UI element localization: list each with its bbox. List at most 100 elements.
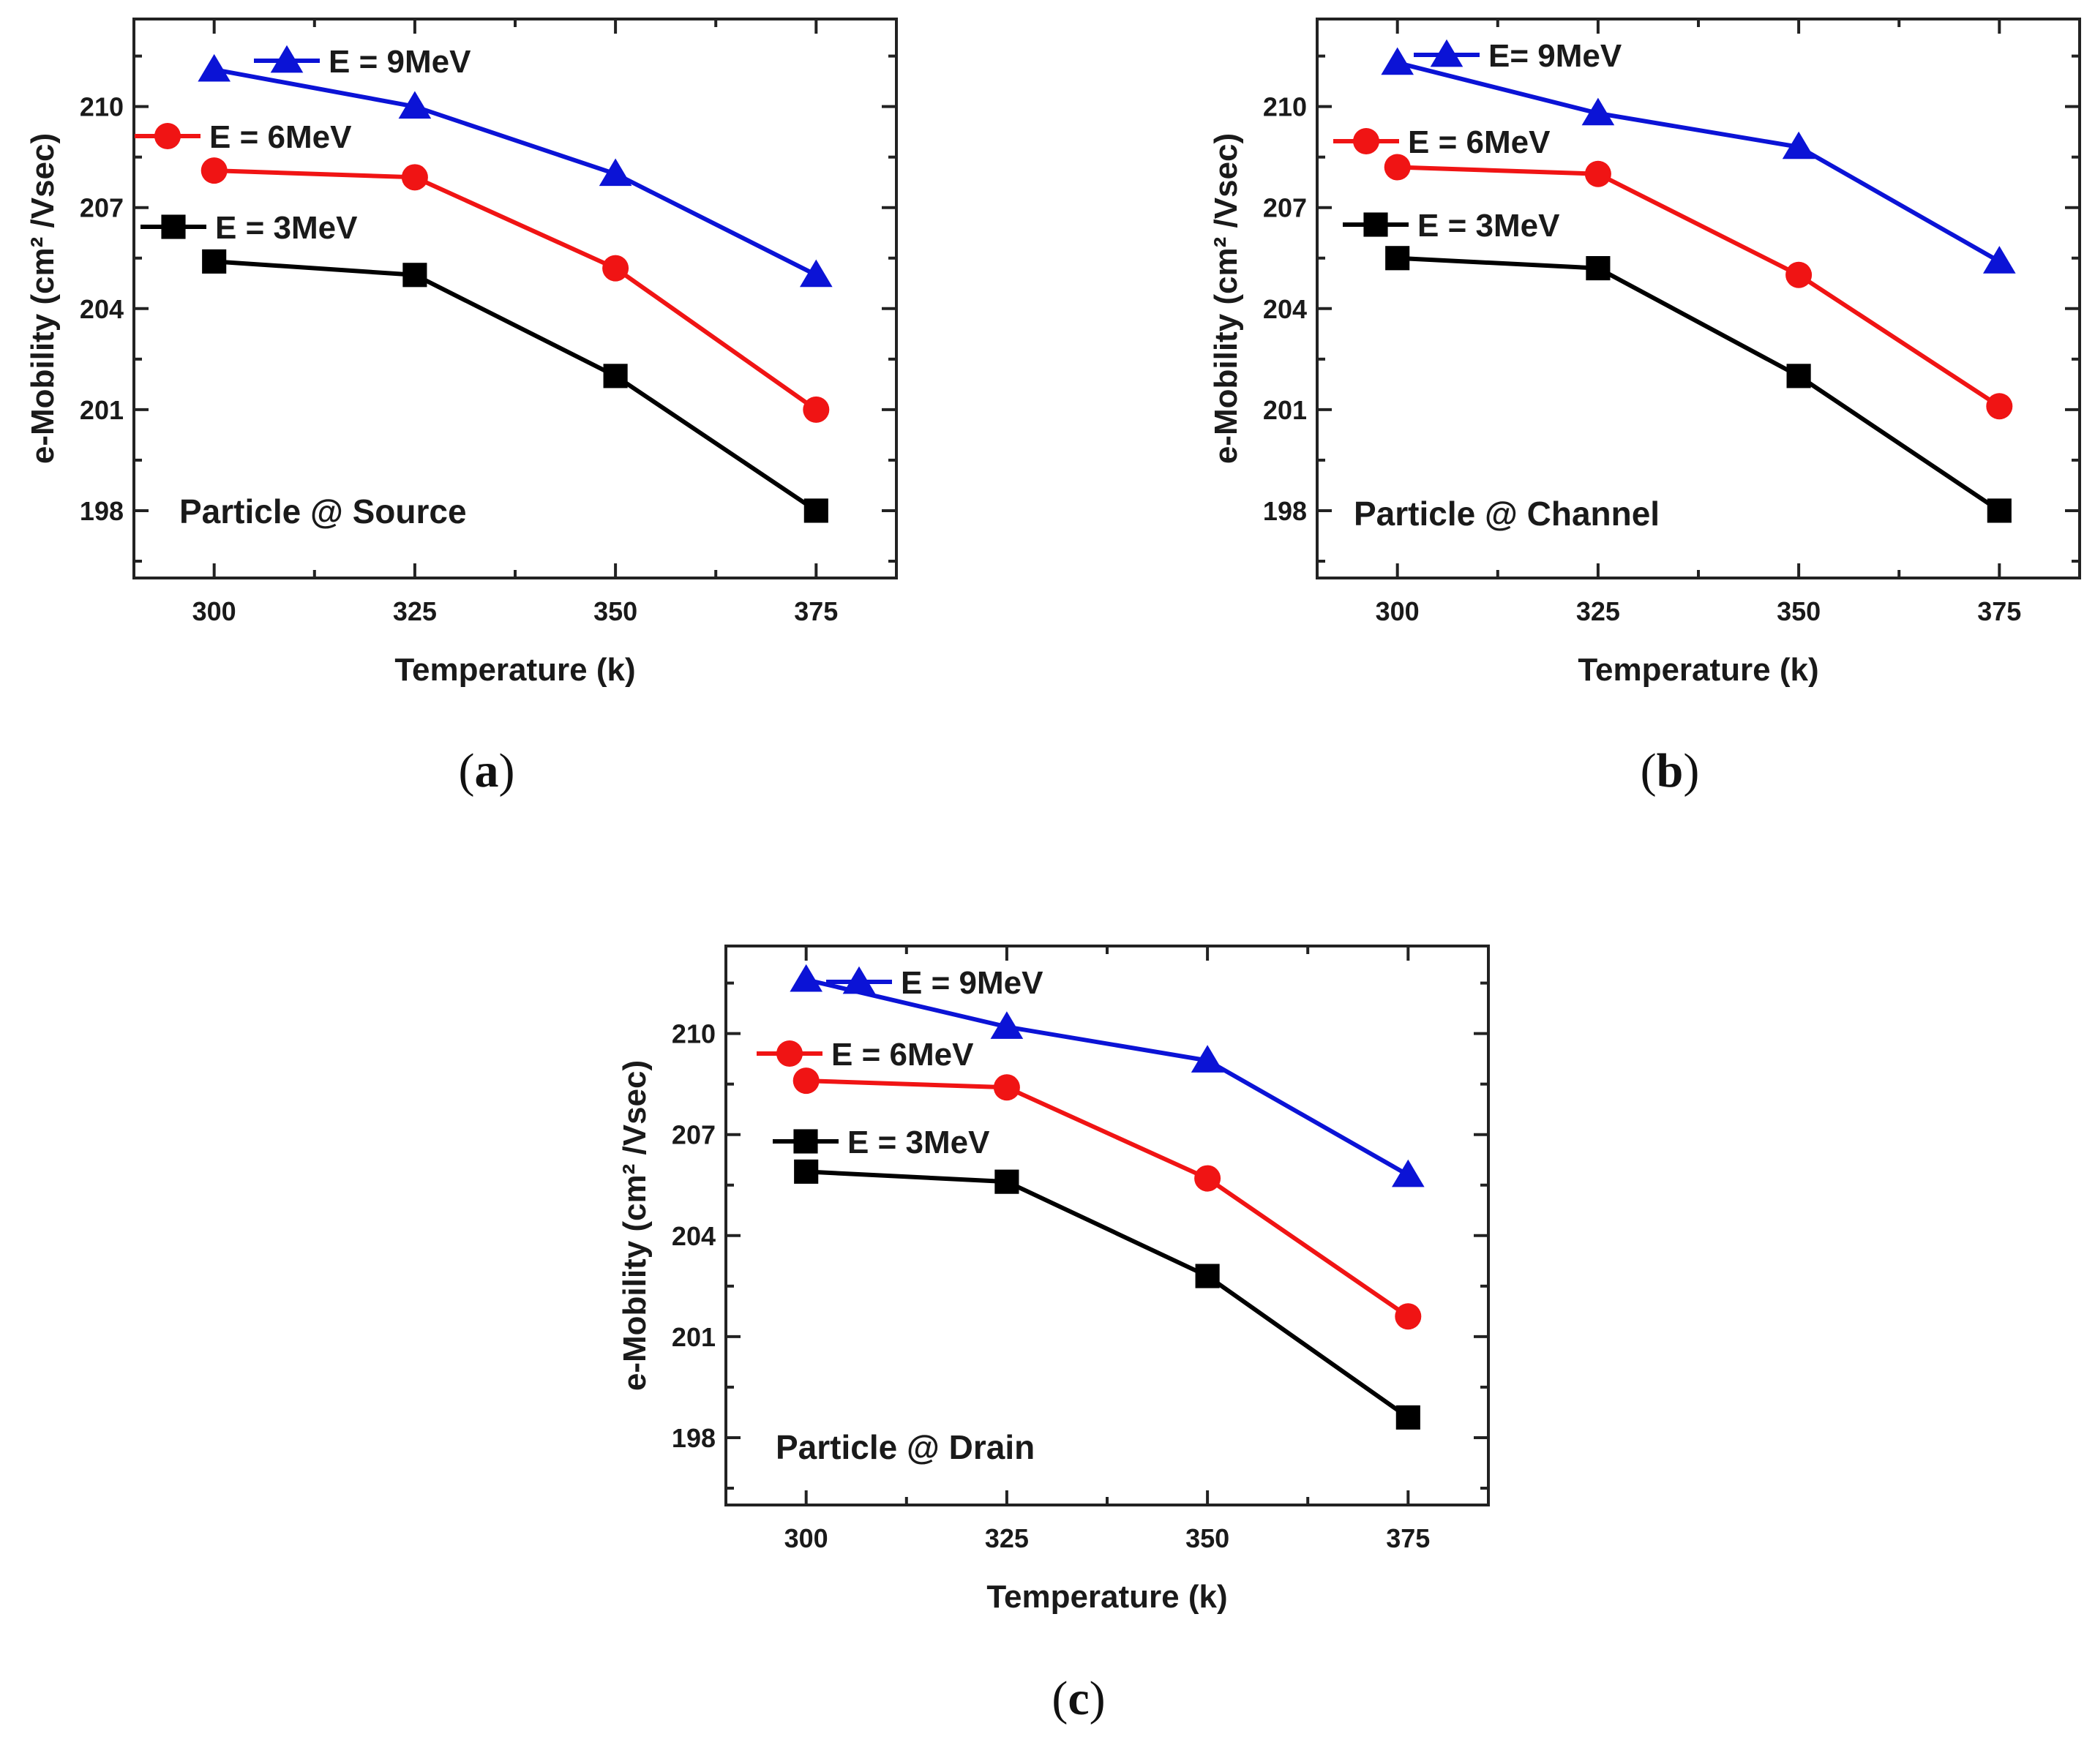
- data-point-square: [1987, 498, 2012, 523]
- data-point-triangle: [990, 1011, 1024, 1039]
- data-point-triangle: [1581, 97, 1615, 126]
- legend-marker-circle: [1353, 128, 1379, 154]
- x-tick-label: 375: [794, 596, 838, 626]
- y-tick-label: 204: [1263, 294, 1307, 324]
- legend-marker-square: [161, 214, 186, 239]
- y-tick-label: 198: [672, 1423, 716, 1453]
- panel-label: (a): [459, 744, 515, 797]
- data-point-circle: [792, 1067, 820, 1095]
- series-line-square: [214, 259, 817, 513]
- y-tick-label: 207: [80, 193, 124, 223]
- plot-frame: [724, 945, 1490, 1506]
- data-point-circle: [602, 255, 629, 282]
- legend-marker-triangle: [270, 45, 304, 73]
- legend-marker-circle: [154, 123, 181, 149]
- chart-panel-a: 300 325 350 375 198 201 204 207 210 Temperature (…: [25, 18, 898, 797]
- x-axis-title: Temperature (k): [394, 652, 635, 688]
- y-tick-label: 204: [80, 294, 124, 324]
- panel-label: (c): [1052, 1672, 1105, 1725]
- y-tick-label: 201: [80, 395, 124, 425]
- legend-label: E = 9MeV: [901, 965, 1043, 1001]
- series-line-triangle: [805, 977, 1409, 1177]
- data-point-triangle: [599, 158, 632, 187]
- data-point-square: [994, 1169, 1019, 1194]
- data-point-square: [1385, 246, 1410, 271]
- y-tick-label: 207: [672, 1120, 716, 1150]
- data-point-triangle: [1191, 1045, 1224, 1073]
- data-point-circle: [1194, 1165, 1221, 1192]
- series-line-circle: [214, 168, 818, 412]
- data-point-circle: [1395, 1303, 1422, 1330]
- x-tick-label: 375: [1386, 1523, 1430, 1553]
- y-tick-label: 210: [80, 92, 124, 122]
- series-line-square: [1397, 255, 2001, 513]
- data-point-square: [803, 498, 828, 523]
- legend-marker-triangle: [842, 966, 876, 994]
- data-point-triangle: [1381, 47, 1414, 75]
- data-point-circle: [1986, 393, 2013, 420]
- y-tick-label: 201: [672, 1322, 716, 1352]
- x-tick-label: 300: [784, 1523, 828, 1553]
- legend-label: E = 3MeV: [1417, 208, 1560, 244]
- legend-label: E = 9MeV: [329, 44, 471, 80]
- data-point-square: [1395, 1405, 1420, 1430]
- panel-letter: b: [1657, 744, 1684, 797]
- data-point-triangle: [1782, 131, 1815, 159]
- data-point-triangle: [198, 53, 231, 82]
- legend-entry: E = 6MeV: [757, 1037, 974, 1073]
- panel-letter: a: [475, 744, 499, 797]
- panel-annotation: Particle @ Channel: [1354, 495, 1660, 533]
- legend-entry: E = 6MeV: [1333, 124, 1551, 160]
- legend-label: E= 9MeV: [1488, 38, 1622, 74]
- x-tick-label: 375: [1977, 596, 2021, 626]
- data-point-square: [1586, 256, 1611, 281]
- data-point-square: [1195, 1264, 1220, 1288]
- x-tick-label: 325: [393, 596, 437, 626]
- x-tick-label: 325: [985, 1523, 1029, 1553]
- y-tick-label: 198: [1263, 496, 1307, 526]
- x-tick-label: 350: [1185, 1523, 1229, 1553]
- x-tick-label: 300: [1376, 596, 1420, 626]
- y-tick-label: 204: [672, 1221, 716, 1251]
- legend-label: E = 6MeV: [1408, 124, 1551, 160]
- series-line-circle: [806, 1078, 1410, 1318]
- x-tick-label: 325: [1576, 596, 1620, 626]
- y-tick-label: 198: [80, 496, 124, 526]
- x-tick-label: 300: [192, 596, 236, 626]
- data-point-triangle: [1982, 246, 2016, 274]
- legend-entry: E = 3MeV: [773, 1125, 990, 1160]
- chart-panel-c: 300 325 350 375 198 201 204 207 210 Temperature (…: [617, 945, 1490, 1725]
- legend-entry: E= 9MeV: [1414, 38, 1622, 74]
- legend-entry: E = 3MeV: [1343, 208, 1560, 244]
- data-point-circle: [993, 1074, 1020, 1101]
- chart-panel-b: 300 325 350 375 198 201 204 207 210 Temperature (…: [1208, 18, 2081, 797]
- y-tick-label: 210: [1263, 92, 1307, 122]
- legend-marker-square: [793, 1129, 818, 1154]
- y-tick-label: 207: [1263, 193, 1307, 223]
- series-line-triangle: [1396, 60, 2001, 263]
- y-axis-title: e-Mobility (cm² /Vsec): [1208, 133, 1244, 464]
- data-point-triangle: [799, 259, 833, 288]
- y-tick-label: 201: [1263, 395, 1307, 425]
- legend-marker-circle: [776, 1040, 803, 1067]
- y-axis-title: e-Mobility (cm² /Vsec): [25, 133, 61, 464]
- data-point-circle: [803, 396, 830, 423]
- data-point-square: [202, 249, 227, 274]
- legend-entry: E = 9MeV: [254, 44, 471, 80]
- x-axis-title: Temperature (k): [986, 1579, 1227, 1615]
- legend-marker-triangle: [1430, 39, 1463, 67]
- data-point-square: [794, 1159, 819, 1184]
- legend-entry: E = 6MeV: [135, 119, 352, 155]
- y-axis-title: e-Mobility (cm² /Vsec): [617, 1060, 653, 1391]
- panel-label: (b): [1641, 744, 1700, 797]
- data-point-square: [1786, 364, 1811, 389]
- data-point-circle: [1785, 261, 1813, 288]
- data-point-circle: [1384, 154, 1411, 181]
- series-line-square: [806, 1169, 1410, 1419]
- data-point-triangle: [790, 964, 823, 992]
- data-point-square: [603, 364, 628, 389]
- x-tick-label: 350: [593, 596, 637, 626]
- x-axis-title: Temperature (k): [1578, 652, 1818, 688]
- legend-label: E = 3MeV: [215, 210, 358, 246]
